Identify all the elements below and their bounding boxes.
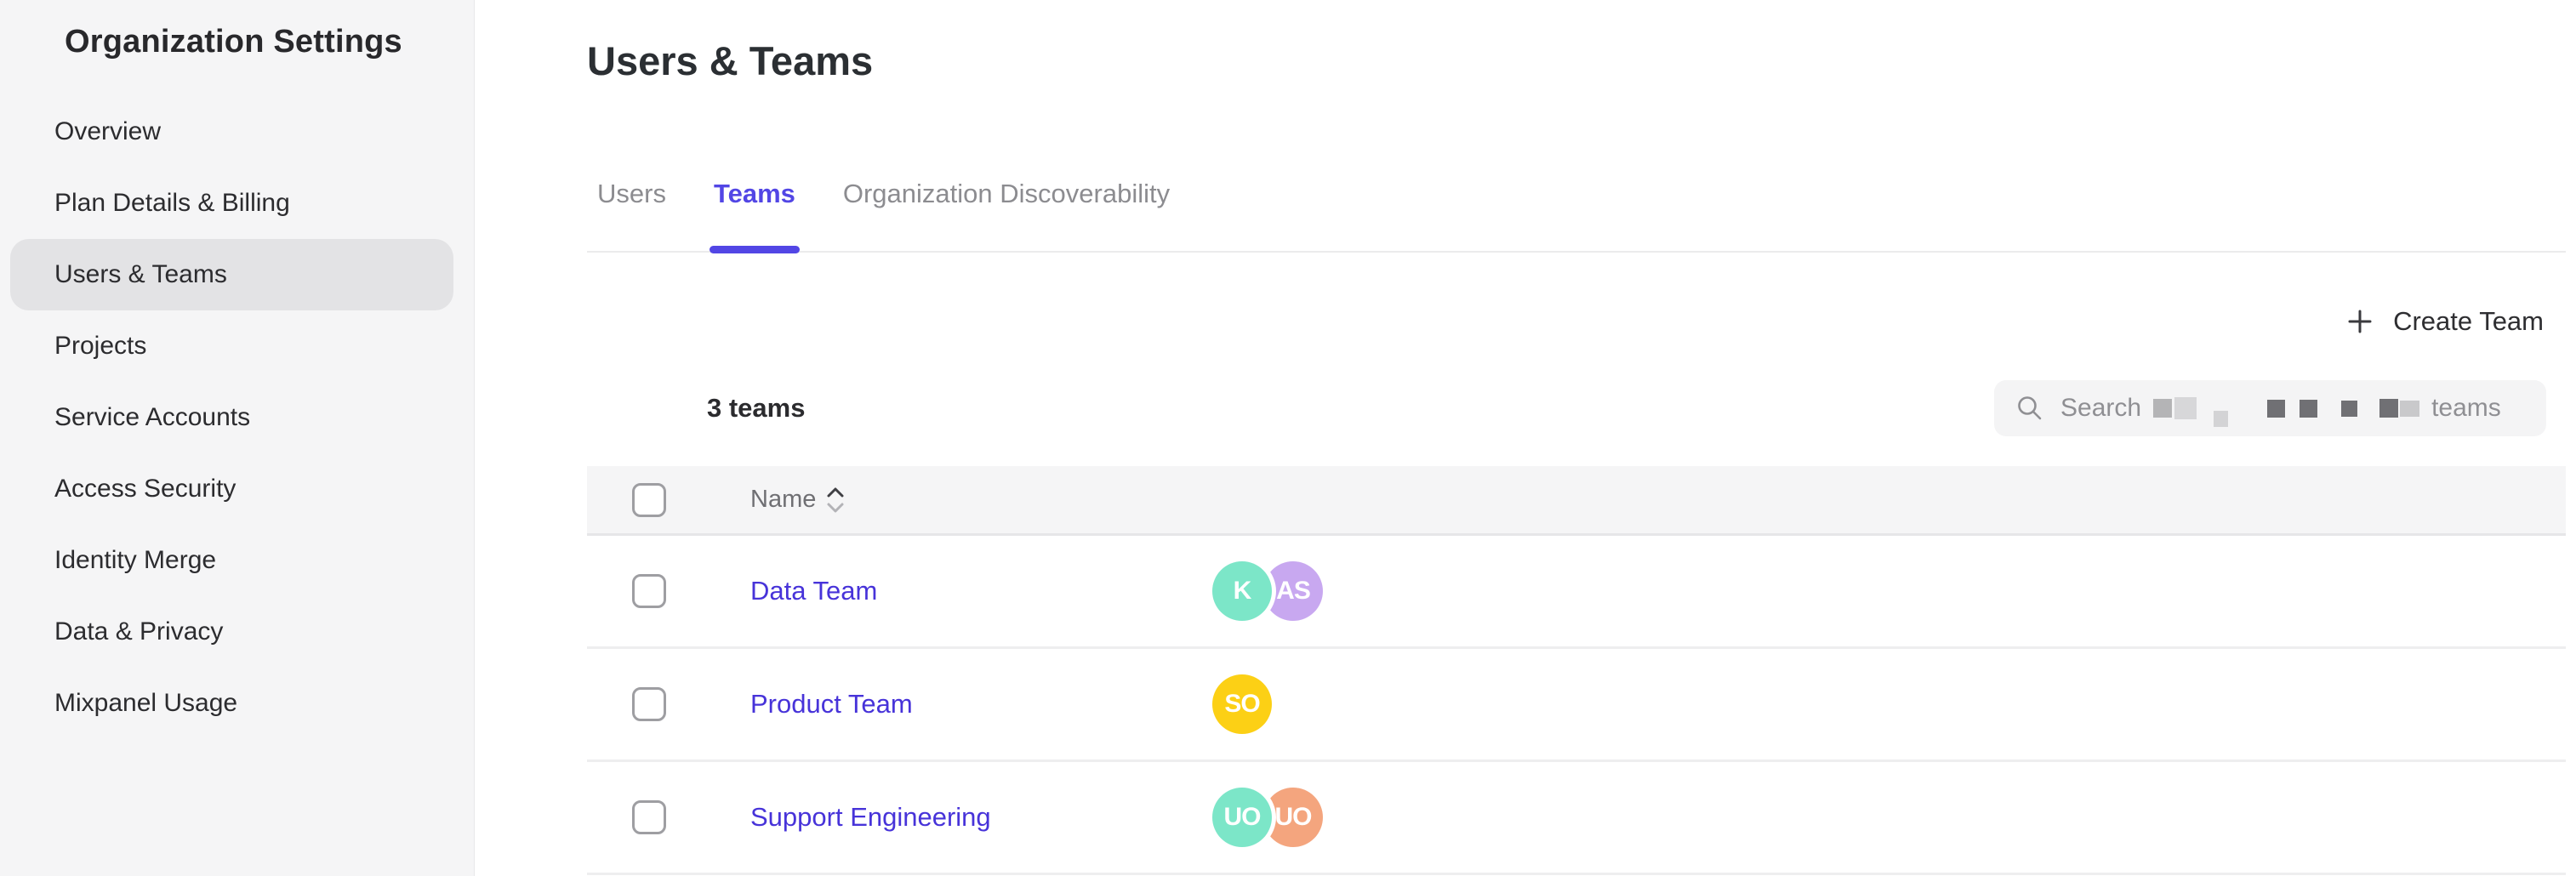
tab-teams[interactable]: Teams — [709, 179, 800, 253]
sidebar-item-label: Projects — [54, 332, 147, 360]
row-members-cell: UO UO — [1212, 788, 2566, 847]
create-team-button[interactable]: Create Team — [2345, 306, 2544, 337]
row-name-cell: Product Team — [750, 689, 1212, 720]
row-name-cell: Support Engineering — [750, 802, 1212, 833]
sidebar-item-label: Overview — [54, 117, 162, 145]
row-checkbox[interactable] — [632, 687, 666, 721]
sidebar-nav: Overview Plan Details & Billing Users & Te… — [0, 96, 474, 739]
sidebar-item-data-privacy[interactable]: Data & Privacy — [0, 596, 474, 668]
search-placeholder: Search teams — [2060, 394, 2501, 427]
sidebar-item-label: Mixpanel Usage — [54, 689, 238, 717]
row-name-cell: Data Team — [750, 576, 1212, 606]
redacted-block — [2153, 399, 2173, 418]
table-row: Product Team SO — [587, 649, 2566, 762]
member-avatar: K — [1212, 561, 1272, 621]
table-row: Support Engineering UO UO — [587, 762, 2566, 875]
name-column-sort[interactable]: Name — [750, 485, 845, 515]
sidebar: Organization Settings Overview Plan Detai… — [0, 0, 475, 876]
header-checkbox-cell — [587, 482, 750, 517]
sort-icon — [827, 487, 844, 512]
row-checkbox-cell — [587, 687, 750, 721]
team-name-link[interactable]: Product Team — [750, 689, 913, 719]
sidebar-item-identity-merge[interactable]: Identity Merge — [0, 525, 474, 596]
redacted-block — [2341, 400, 2358, 417]
sidebar-item-label: Identity Merge — [54, 546, 217, 574]
search-icon — [2015, 393, 2045, 424]
tab-organization-discoverability[interactable]: Organization Discoverability — [842, 179, 1171, 208]
sidebar-item-projects[interactable]: Projects — [0, 310, 474, 382]
row-checkbox-cell — [587, 574, 750, 608]
tab-bar: Users Teams Organization Discoverability — [587, 179, 2566, 253]
header-name-cell: Name — [750, 485, 1212, 515]
teams-table-body: Data Team K AS Product Team SO Support En… — [587, 536, 2566, 875]
sidebar-item-label: Access Security — [54, 475, 237, 503]
redacted-block — [2214, 410, 2229, 427]
create-team-row: Create Team — [587, 292, 2566, 351]
select-all-checkbox[interactable] — [632, 482, 666, 517]
team-name-link[interactable]: Support Engineering — [750, 802, 991, 832]
search-placeholder-prefix: Search — [2060, 394, 2142, 422]
sidebar-item-plan-details-billing[interactable]: Plan Details & Billing — [0, 168, 474, 239]
sidebar-item-users-teams[interactable]: Users & Teams — [10, 239, 453, 310]
search-placeholder-suffix: teams — [2431, 394, 2501, 422]
table-header-row: Name — [587, 466, 2566, 536]
team-name-link[interactable]: Data Team — [750, 576, 878, 606]
member-avatar: SO — [1212, 674, 1272, 734]
row-checkbox[interactable] — [632, 574, 666, 608]
plus-icon — [2348, 310, 2372, 333]
sidebar-item-label: Plan Details & Billing — [54, 189, 290, 217]
row-members-cell: SO — [1212, 674, 2566, 734]
sidebar-title: Organization Settings — [65, 24, 402, 60]
row-checkbox[interactable] — [632, 800, 666, 834]
sidebar-item-label: Service Accounts — [54, 403, 251, 431]
redacted-block — [2300, 399, 2318, 418]
redacted-block — [2267, 399, 2286, 418]
sidebar-item-access-security[interactable]: Access Security — [0, 453, 474, 525]
sidebar-item-label: Users & Teams — [54, 260, 227, 288]
row-checkbox-cell — [587, 800, 750, 834]
table-row: Data Team K AS — [587, 536, 2566, 649]
redacted-block — [2379, 399, 2399, 418]
sidebar-item-service-accounts[interactable]: Service Accounts — [0, 382, 474, 453]
sidebar-item-overview[interactable]: Overview — [0, 96, 474, 168]
create-team-label: Create Team — [2393, 306, 2544, 336]
sidebar-item-label: Data & Privacy — [54, 617, 224, 646]
redacted-block — [2400, 400, 2420, 417]
redacted-block — [2174, 397, 2197, 419]
row-members-cell: K AS — [1212, 561, 2566, 621]
teams-count: 3 teams — [707, 393, 806, 423]
tab-users[interactable]: Users — [597, 179, 666, 208]
search-input[interactable]: Search teams — [1994, 380, 2546, 436]
search-placeholder-redacted — [2141, 397, 2420, 427]
member-avatar: AS — [1263, 561, 1323, 621]
table-toolbar: 3 teams Search teams — [587, 380, 2566, 436]
name-column-label: Name — [750, 486, 817, 513]
page-title: Users & Teams — [587, 38, 874, 83]
member-avatar: UO — [1263, 788, 1323, 847]
main-content: Users & Teams Users Teams Organization Dis… — [475, 0, 2576, 876]
member-avatar: UO — [1212, 788, 1272, 847]
sidebar-item-mixpanel-usage[interactable]: Mixpanel Usage — [0, 668, 474, 739]
